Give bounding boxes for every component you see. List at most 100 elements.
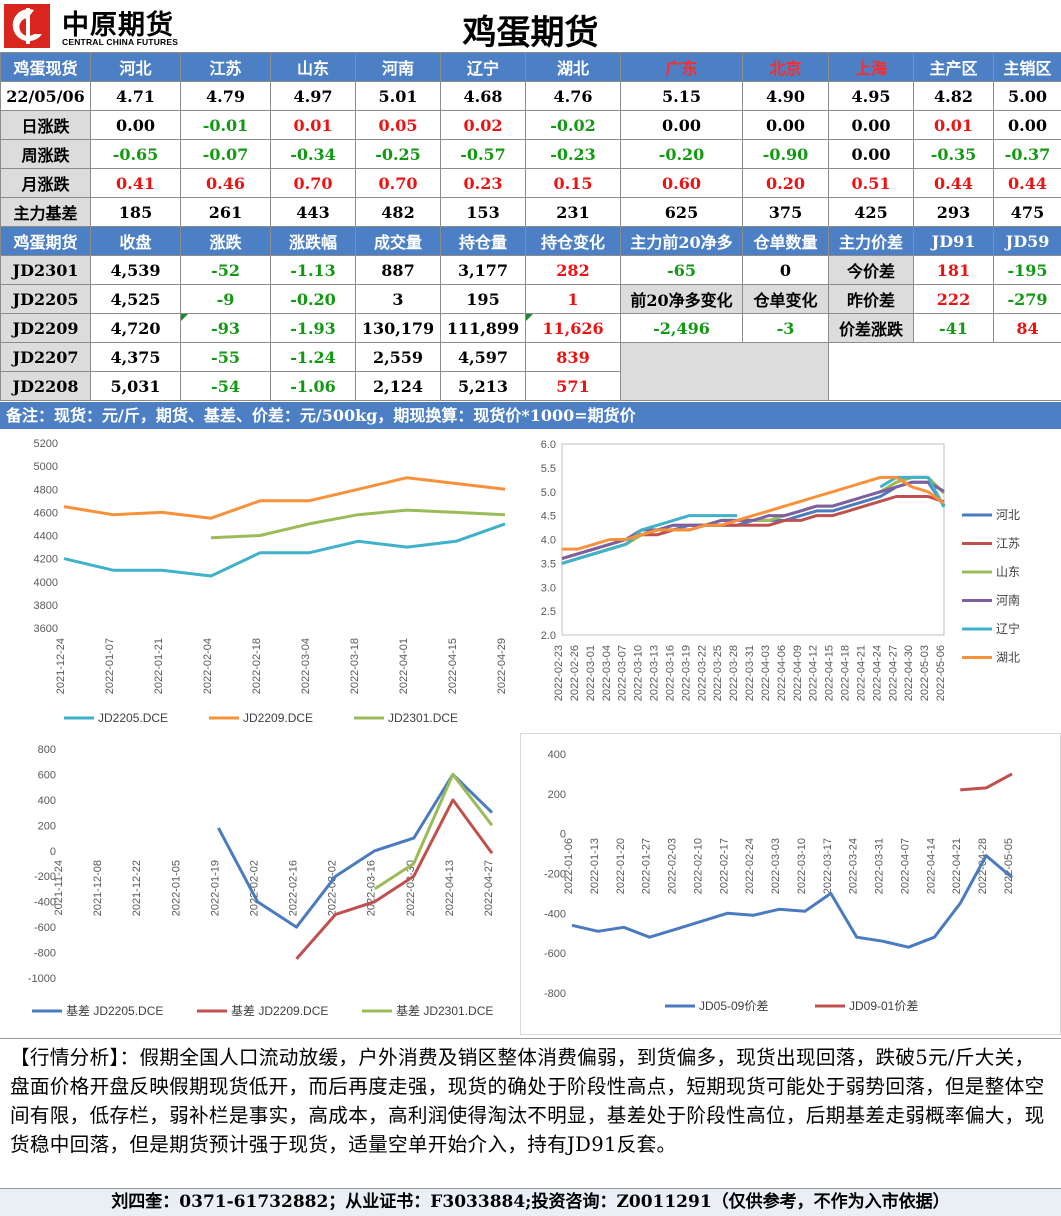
contract-volume: 887 (356, 256, 441, 285)
spot-value: -0.34 (271, 140, 356, 169)
spot-value: 375 (743, 198, 829, 227)
y-tick-label: -1000 (28, 973, 56, 985)
x-tick-label: 2022-04-21 (855, 645, 867, 701)
y-tick-label: 200 (38, 820, 56, 832)
receipt-change-label: 仓单变化 (743, 285, 829, 314)
spot-value: 0.00 (829, 111, 914, 140)
y-tick-label: 4600 (34, 507, 58, 519)
x-tick-label: 2022-04-14 (925, 838, 937, 894)
spot-row: 周涨跌-0.65-0.07-0.34-0.25-0.57-0.23-0.20-0… (1, 140, 1061, 169)
contract-open-interest: 4,597 (441, 343, 526, 372)
region-header: 上海 (829, 53, 914, 82)
spot-value: 0.00 (621, 111, 743, 140)
spot-value: 0.02 (441, 111, 526, 140)
legend-label: 基差 JD2301.DCE (396, 1004, 493, 1018)
x-tick-label: 2022-03-02 (327, 860, 339, 916)
spot-value: 0.20 (743, 169, 829, 198)
y-tick-label: 5.5 (541, 463, 556, 475)
x-tick-label: 2022-03-22 (696, 645, 708, 701)
spot-value: 443 (271, 198, 356, 227)
spot-value: 0.01 (271, 111, 356, 140)
footer-contact: 刘四奎：0371-61732882；从业证书：F3033884;投资咨询：Z00… (0, 1188, 1061, 1216)
spot-value: 5.01 (356, 82, 441, 111)
y-tick-label: 2.5 (541, 606, 556, 618)
x-tick-label: 2022-04-06 (776, 645, 788, 701)
contract-volume: 2,559 (356, 343, 441, 372)
contract-close: 5,031 (91, 372, 181, 401)
spot-value: 4.82 (914, 82, 994, 111)
contract-code: JD2208 (1, 372, 91, 401)
spot-value: -0.65 (91, 140, 181, 169)
spot-value: -0.37 (994, 140, 1061, 169)
y-tick-label: -600 (34, 922, 56, 934)
futures-header: 收盘 (91, 227, 181, 256)
y-tick-label: 4400 (34, 531, 58, 543)
spot-value: 4.71 (91, 82, 181, 111)
x-tick-label: 2022-03-10 (633, 645, 645, 701)
legend-label: 基差 JD2209.DCE (231, 1004, 328, 1018)
y-tick-label: 800 (38, 744, 56, 756)
y-tick-label: 400 (548, 749, 566, 761)
contract-change: -93 (181, 314, 271, 343)
futures-header: 持仓变化 (526, 227, 621, 256)
contract-volume: 130,179 (356, 314, 441, 343)
spot-value: 4.79 (181, 82, 271, 111)
x-tick-label: 2022-03-28 (728, 645, 740, 701)
spot-value: -0.02 (526, 111, 621, 140)
x-tick-label: 2022-03-07 (617, 645, 629, 701)
contract-change-pct: -0.20 (271, 285, 356, 314)
contract-close: 4,539 (91, 256, 181, 285)
x-tick-label: 2022-03-31 (874, 838, 886, 894)
x-tick-label: 2022-02-24 (744, 838, 756, 894)
spread-label: 今价差 (829, 256, 914, 285)
x-tick-label: 2022-04-27 (887, 645, 899, 701)
spot-header-row: 鸡蛋现货河北江苏山东河南辽宁湖北广东北京上海主产区主销区 (1, 53, 1061, 82)
page-title: 鸡蛋期货 (0, 5, 1061, 54)
series-line (562, 497, 944, 559)
x-tick-label: 2022-04-30 (903, 645, 915, 701)
futures-header: 仓单数量 (743, 227, 829, 256)
region-header: 江苏 (181, 53, 271, 82)
spot-value: -0.20 (621, 140, 743, 169)
spot-value: -0.25 (356, 140, 441, 169)
y-tick-label: 4.0 (541, 535, 556, 547)
empty-cell (621, 343, 829, 401)
x-tick-label: 2022-05-05 (1003, 838, 1015, 894)
spot-value: -0.35 (914, 140, 994, 169)
spot-value: 625 (621, 198, 743, 227)
x-tick-label: 2022-03-01 (585, 645, 597, 701)
contract-close: 4,375 (91, 343, 181, 372)
y-tick-label: 3.5 (541, 558, 556, 570)
y-tick-label: 4000 (34, 577, 58, 589)
net-long-change-label: 前20净多变化 (621, 285, 743, 314)
spot-row-label: 22/05/06 (1, 82, 91, 111)
x-tick-label: 2022-04-27 (483, 860, 495, 916)
region-header: 山东 (271, 53, 356, 82)
x-tick-label: 2022-05-03 (919, 645, 931, 701)
contract-close: 4,720 (91, 314, 181, 343)
spot-value: 0.01 (914, 111, 994, 140)
spot-value: 261 (181, 198, 271, 227)
contract-change-pct: -1.13 (271, 256, 356, 285)
x-tick-label: 2022-04-13 (444, 860, 456, 916)
x-tick-label: 2022-04-29 (496, 638, 508, 694)
spot-value: 0.23 (441, 169, 526, 198)
spread-jd91: 181 (914, 256, 994, 285)
x-tick-label: 2022-01-19 (209, 860, 221, 916)
y-tick-label: 3800 (34, 600, 58, 612)
spot-value: 4.68 (441, 82, 526, 111)
x-tick-label: 2022-01-27 (641, 838, 653, 894)
net-long-top20: -65 (621, 256, 743, 285)
contract-change-pct: -1.06 (271, 372, 356, 401)
region-header: 河南 (356, 53, 441, 82)
spread-label: 昨价差 (829, 285, 914, 314)
legend-label: 江苏 (996, 537, 1020, 551)
